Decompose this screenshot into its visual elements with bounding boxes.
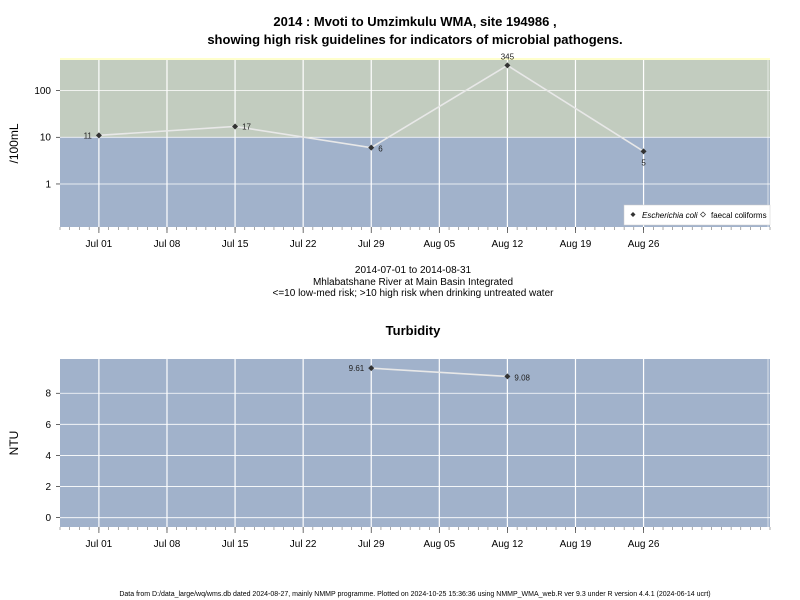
data-label: 5 <box>641 158 646 167</box>
grid-lines <box>60 60 770 227</box>
data-label: 11 <box>84 131 93 140</box>
y-tick-label: 10 <box>40 133 52 144</box>
x-tick-label: Jul 01 <box>86 239 113 250</box>
ecoli-points <box>95 62 647 155</box>
legend: Escherichia coli faecal coliforms <box>623 204 771 226</box>
legend-faecal-marker <box>700 211 706 218</box>
y-tick-label: 100 <box>34 86 51 97</box>
x-tick-label: Jul 08 <box>154 239 181 250</box>
top-strip <box>60 58 770 60</box>
data-point <box>504 62 511 69</box>
grid-lines <box>60 359 770 527</box>
footer-note: Data from D:/data_large/wq/wms.db dated … <box>119 591 710 598</box>
x-tick-label: Jul 22 <box>290 239 317 250</box>
x-tick-label: Aug 26 <box>628 539 660 550</box>
date-range: 2014-07-01 to 2014-08-31 <box>355 265 472 276</box>
x-tick-label: Aug 12 <box>492 539 524 550</box>
y-axis-label-turbidity: NTU <box>7 431 21 456</box>
legend-ecoli-marker <box>630 212 636 217</box>
risk-note: <=10 low-med risk; >10 high risk when dr… <box>273 288 555 299</box>
y-tick-label: 4 <box>45 451 51 462</box>
legend-ecoli-label: Escherichia coli <box>642 211 698 220</box>
y-tick-label: 1 <box>45 179 51 190</box>
data-label: 17 <box>242 122 251 131</box>
x-tick-label: Jul 15 <box>222 539 249 550</box>
y-tick-label: 2 <box>45 482 51 493</box>
data-label: 345 <box>501 52 515 61</box>
data-point <box>368 365 375 372</box>
x-tick-label: Jul 22 <box>290 539 317 550</box>
turbidity-line <box>371 367 508 378</box>
data-point <box>95 132 102 139</box>
minor-ticks <box>59 527 771 533</box>
y-axis-label-microbial: /100mL <box>7 123 21 163</box>
ecoli-data-labels: 11 17 6 345 5 <box>84 52 647 167</box>
x-tick-label: Aug 12 <box>492 239 524 250</box>
site-name: Mhlabatshane River at Main Basin Integra… <box>313 277 513 288</box>
x-tick-labels: Jul 01 Jul 08 Jul 15 Jul 22 Jul 29 Aug 05 Aug … <box>86 539 660 550</box>
turbidity-points <box>368 365 511 380</box>
y-tick-label: 6 <box>45 420 51 431</box>
x-tick-label: Aug 26 <box>628 239 660 250</box>
data-label: 6 <box>378 145 383 154</box>
x-tick-label: Aug 05 <box>423 539 455 550</box>
minor-ticks <box>59 227 771 233</box>
x-tick-label: Aug 19 <box>560 239 592 250</box>
x-tick-label: Jul 01 <box>86 539 113 550</box>
data-point <box>232 123 239 130</box>
legend-box <box>623 204 771 226</box>
x-tick-label: Jul 08 <box>154 539 181 550</box>
y-tick-labels: 0 2 4 6 8 <box>45 389 60 524</box>
microbial-panel: Jul 01 Jul 08 Jul 15 Jul 22 Jul 29 Aug 05 Aug … <box>7 52 771 250</box>
y-tick-label: 8 <box>45 389 51 400</box>
y-tick-labels: 1 10 100 <box>34 86 60 190</box>
turbidity-plot-background <box>60 359 770 527</box>
turbidity-title: Turbidity <box>386 323 441 338</box>
turbidity-data-labels: 9.61 9.08 <box>349 364 531 382</box>
legend-faecal-label: faecal coliforms <box>711 211 767 220</box>
x-tick-label: Jul 29 <box>358 539 385 550</box>
x-tick-label: Jul 15 <box>222 239 249 250</box>
data-label: 9.61 <box>349 364 365 373</box>
data-label: 9.08 <box>514 373 530 382</box>
x-tick-label: Jul 29 <box>358 239 385 250</box>
data-point <box>368 144 375 151</box>
chart-title-line2: showing high risk guidelines for indicat… <box>207 32 622 47</box>
x-tick-label: Aug 19 <box>560 539 592 550</box>
y-tick-label: 0 <box>45 513 51 524</box>
x-tick-label: Aug 05 <box>423 239 455 250</box>
x-tick-labels: Jul 01 Jul 08 Jul 15 Jul 22 Jul 29 Aug 05 Aug … <box>86 239 660 250</box>
data-point <box>640 148 647 155</box>
chart-title-line1: 2014 : Mvoti to Umzimkulu WMA, site 1949… <box>273 14 556 29</box>
data-point <box>504 373 511 380</box>
high-risk-band <box>60 60 770 138</box>
turbidity-panel: Jul 01 Jul 08 Jul 15 Jul 22 Jul 29 Aug 05 Aug … <box>7 359 771 550</box>
